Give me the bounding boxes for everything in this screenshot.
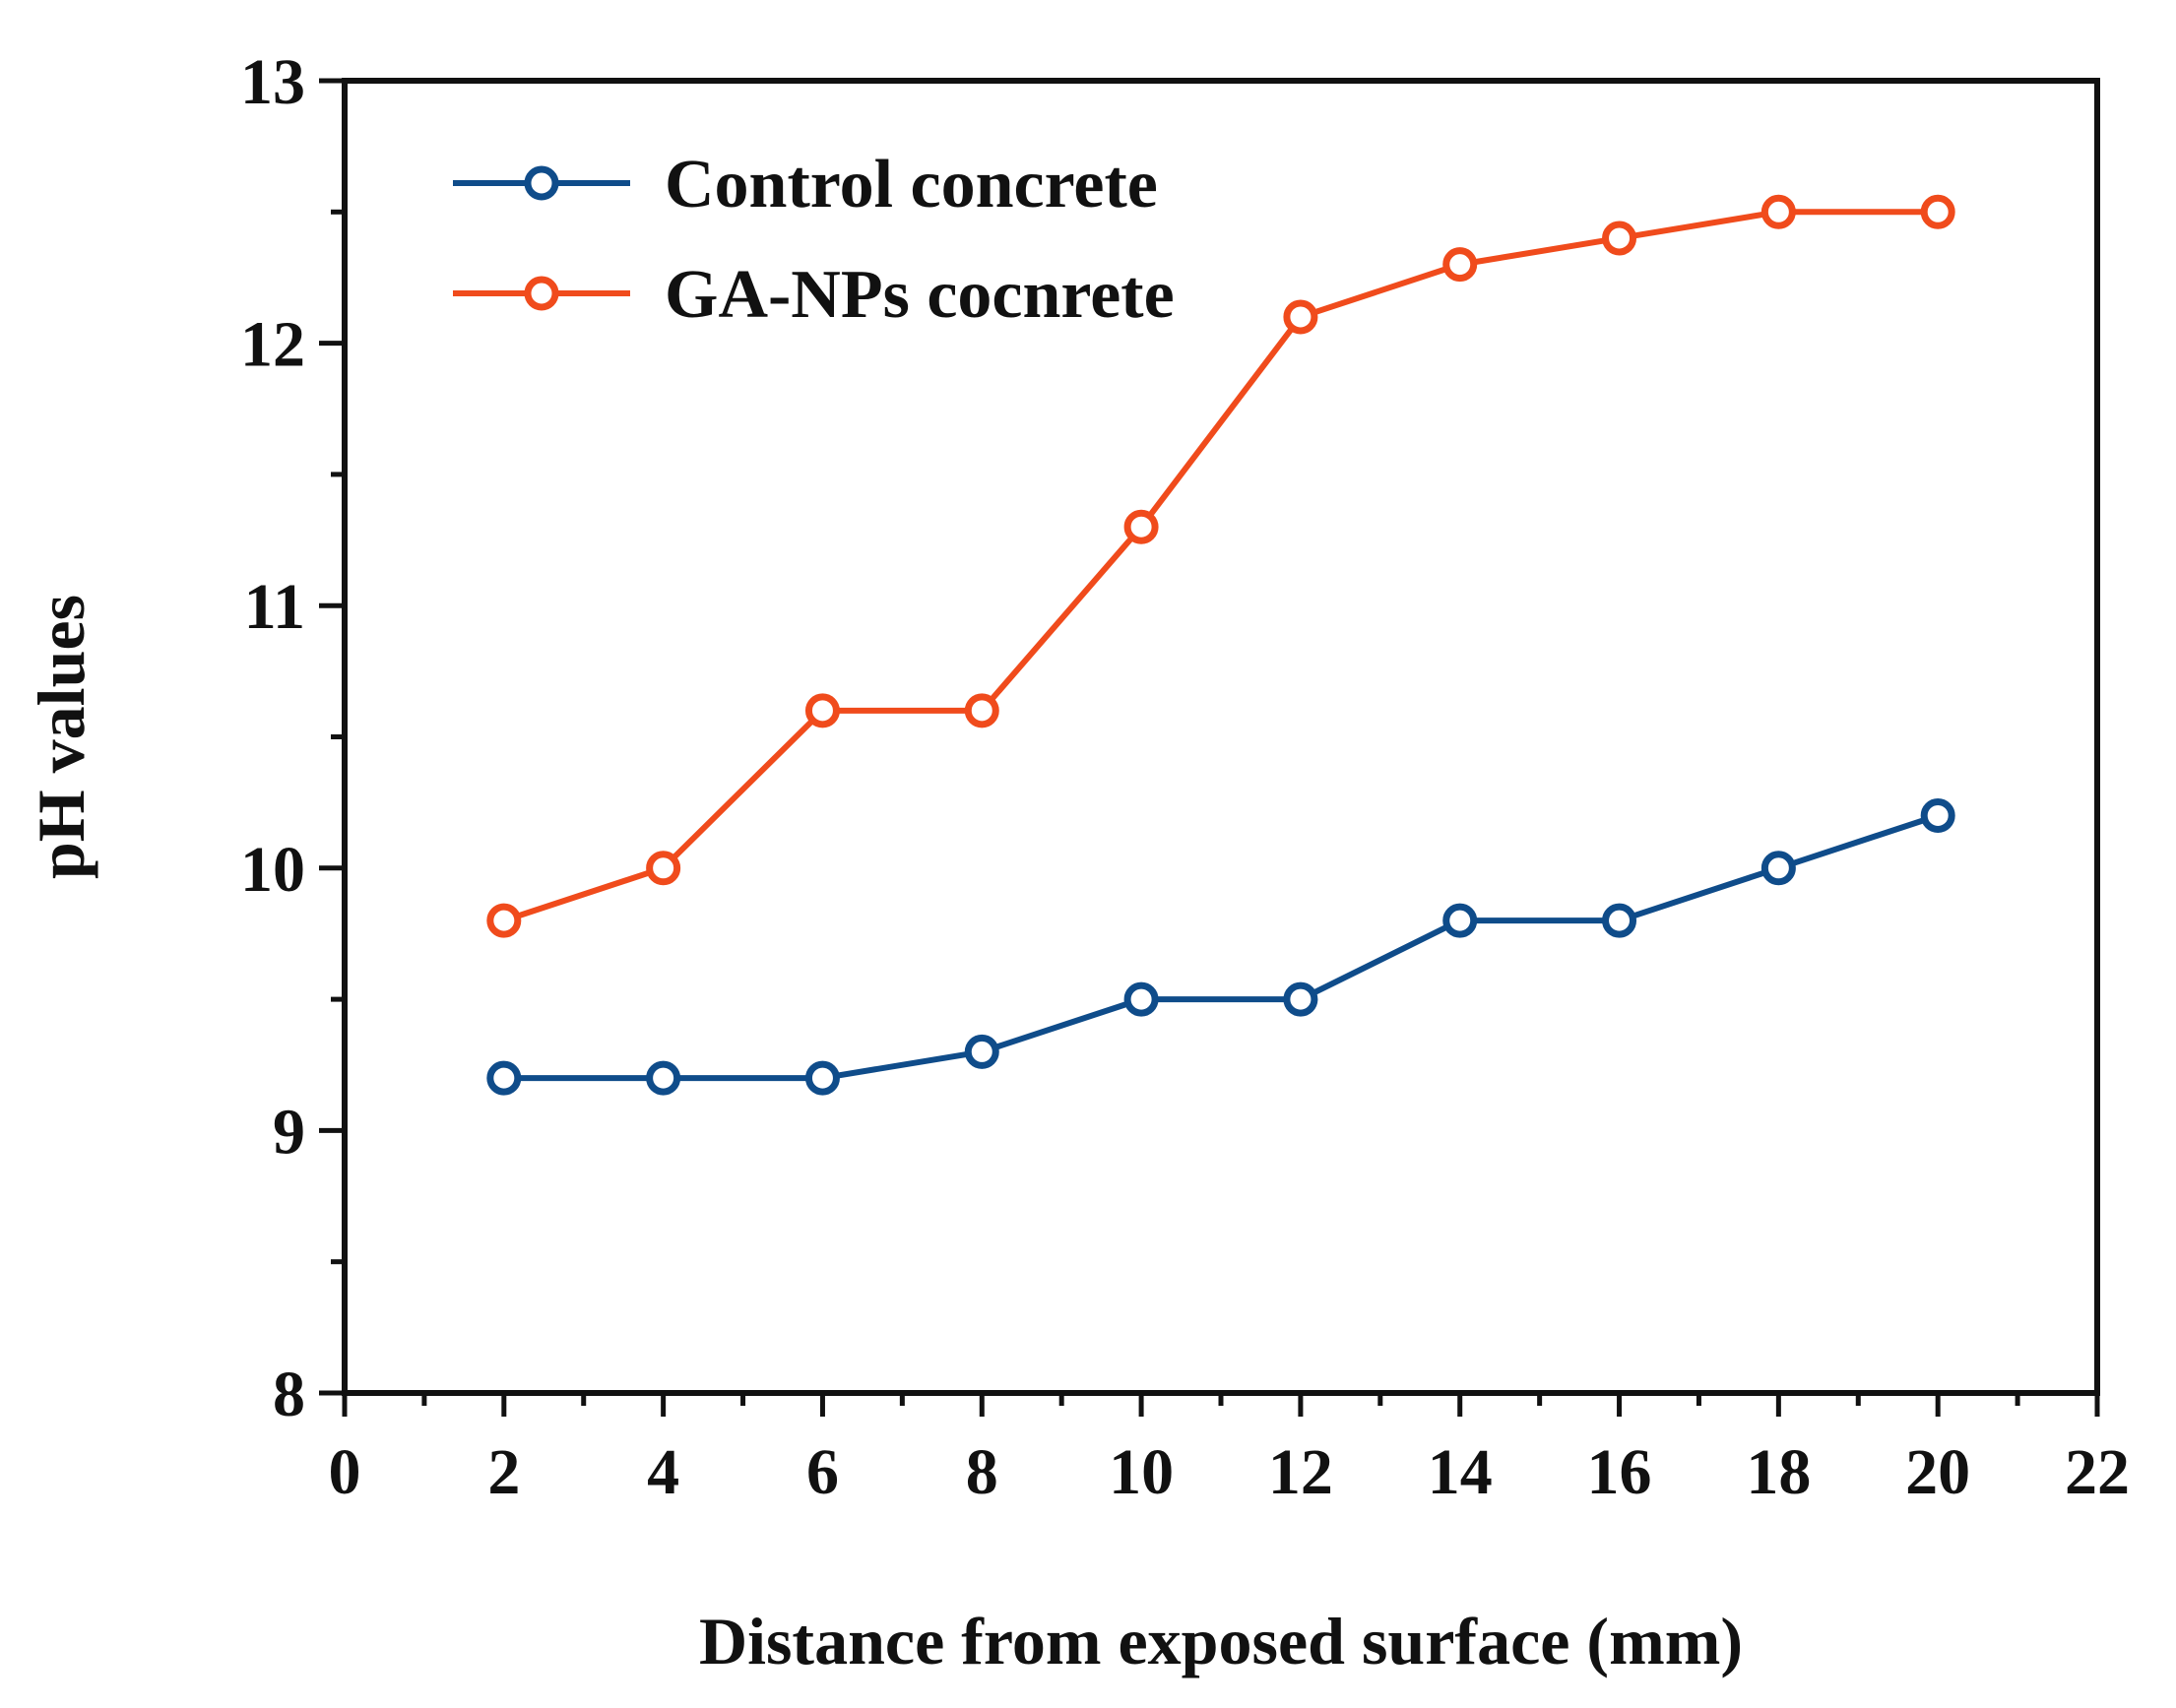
data-point-control xyxy=(1760,851,1796,886)
x-tick-label: 16 xyxy=(1587,1436,1652,1508)
y-tick-label: 10 xyxy=(240,834,305,906)
data-point-control xyxy=(1442,903,1478,938)
series-line-ga-nps xyxy=(502,209,1939,923)
data-point-control xyxy=(1123,981,1159,1017)
x-tick-label: 4 xyxy=(647,1436,679,1508)
y-tick-labels: 8 9 10 11 12 13 xyxy=(240,46,305,1430)
y-tick-label: 12 xyxy=(240,309,305,381)
data-point-ga-nps xyxy=(1123,509,1159,544)
data-point-control xyxy=(1920,797,1955,833)
data-point-ga-nps xyxy=(1602,221,1637,256)
x-tick-label: 0 xyxy=(329,1436,361,1508)
series-control xyxy=(486,797,1955,1096)
x-axis-title: Distance from exposed surface (mm) xyxy=(699,1604,1743,1678)
legend-entry-control: Control concrete xyxy=(453,147,1158,222)
x-tick-label: 20 xyxy=(1905,1436,1970,1508)
x-tick-label: 6 xyxy=(806,1436,839,1508)
data-point-ga-nps xyxy=(1283,299,1318,335)
data-point-control xyxy=(804,1060,840,1096)
data-point-control xyxy=(646,1060,681,1096)
data-point-ga-nps xyxy=(646,851,681,886)
x-tick-label: 2 xyxy=(487,1436,520,1508)
data-point-ga-nps xyxy=(486,903,522,938)
legend-label-ga-nps: GA-NPs cocnrete xyxy=(665,257,1175,333)
data-point-control xyxy=(486,1060,522,1096)
x-tick-label: 8 xyxy=(966,1436,998,1508)
data-point-ga-nps xyxy=(1442,247,1478,283)
data-point-ga-nps xyxy=(1920,194,1955,229)
data-point-control xyxy=(964,1034,999,1069)
x-tick-labels: 0 2 4 6 8 10 12 14 16 18 20 22 xyxy=(329,1436,2131,1508)
y-tick-label: 8 xyxy=(273,1359,305,1430)
series-layer xyxy=(486,194,1955,1096)
x-tick-label: 22 xyxy=(2065,1436,2130,1508)
y-tick-label: 11 xyxy=(244,571,305,643)
y-tick-label: 13 xyxy=(240,46,305,118)
series-line-control xyxy=(503,812,1940,1082)
legend-marker-control xyxy=(524,165,559,201)
data-point-control xyxy=(1283,981,1318,1017)
data-point-ga-nps xyxy=(964,693,999,728)
data-point-ga-nps xyxy=(1760,194,1796,229)
x-tick-label: 18 xyxy=(1746,1436,1811,1508)
y-axis-title: pH values xyxy=(24,595,98,879)
plot-frame xyxy=(342,78,2100,1396)
legend: Control concrete GA-NPs cocnrete xyxy=(453,147,1175,333)
data-point-control xyxy=(1602,903,1637,938)
major-ticks xyxy=(319,78,2100,1417)
x-tick-label: 14 xyxy=(1428,1436,1493,1508)
legend-entry-ga-nps: GA-NPs cocnrete xyxy=(453,257,1175,333)
series-ga-nps xyxy=(486,194,1955,938)
legend-marker-ga-nps xyxy=(524,276,559,311)
y-tick-label: 9 xyxy=(273,1096,305,1168)
x-tick-label: 10 xyxy=(1109,1436,1174,1508)
x-tick-label: 12 xyxy=(1268,1436,1333,1508)
legend-label-control: Control concrete xyxy=(665,147,1158,222)
data-point-ga-nps xyxy=(804,693,840,728)
